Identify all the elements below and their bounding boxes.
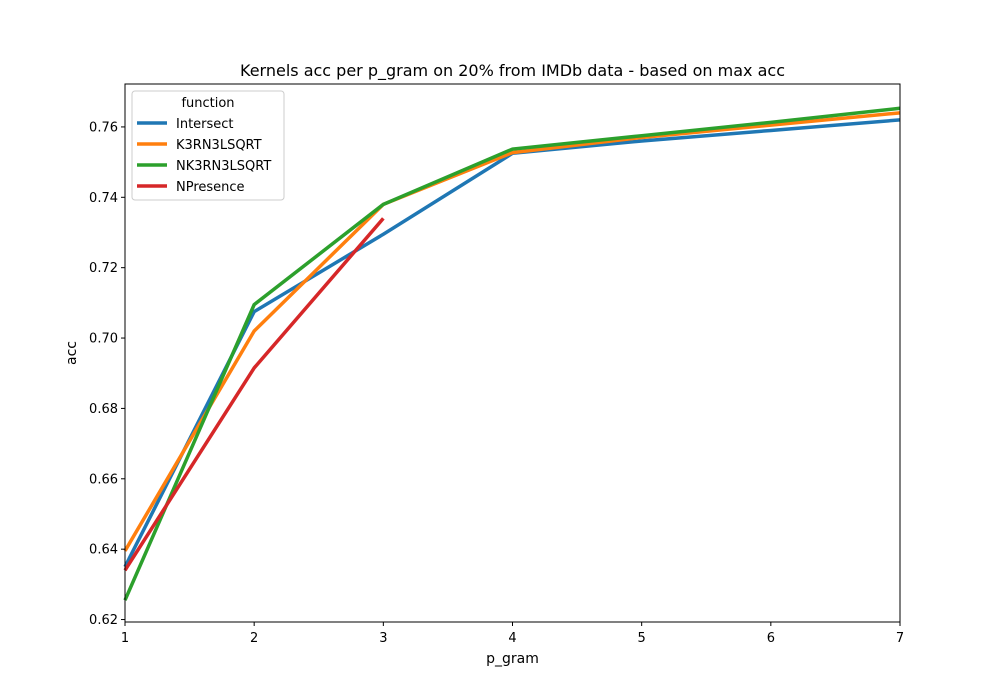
x-tick-label: 2 bbox=[250, 631, 258, 646]
y-tick-label: 0.72 bbox=[89, 261, 118, 276]
x-tick-label: 4 bbox=[508, 631, 516, 646]
legend: function Intersect K3RN3LSQRT NK3RN3LSQRT N… bbox=[131, 90, 285, 201]
chart-title: Kernels acc per p_gram on 20% from IMDb … bbox=[240, 61, 785, 81]
y-axis-label: acc bbox=[64, 341, 80, 365]
series-line-k3rn3lsqrt bbox=[123, 111, 901, 552]
y-tick-label: 0.62 bbox=[89, 613, 118, 628]
y-tick-label: 0.66 bbox=[89, 472, 118, 487]
y-tick-label: 0.70 bbox=[89, 332, 118, 347]
y-tick-label: 0.68 bbox=[89, 402, 118, 417]
legend-label-npresence: NPresence bbox=[176, 180, 245, 195]
plot-lines bbox=[123, 106, 901, 601]
x-axis: 1 2 3 4 5 6 7 bbox=[121, 622, 904, 646]
legend-label-nk3rn3lsqrt: NK3RN3LSQRT bbox=[176, 159, 271, 174]
y-tick-label: 0.76 bbox=[89, 120, 118, 135]
x-tick-label: 1 bbox=[121, 631, 129, 646]
x-tick-label: 5 bbox=[638, 631, 646, 646]
series-line-npresence bbox=[123, 217, 385, 572]
y-axis: 0.62 0.64 0.66 0.68 0.70 0.72 0.74 0.76 bbox=[89, 120, 125, 628]
x-tick-label: 7 bbox=[896, 631, 904, 646]
legend-box bbox=[131, 90, 285, 201]
x-axis-label: p_gram bbox=[486, 651, 539, 667]
series-line-nk3rn3lsqrt bbox=[123, 106, 901, 601]
legend-title: function bbox=[181, 96, 234, 111]
legend-items: Intersect K3RN3LSQRT NK3RN3LSQRT NPresence bbox=[137, 117, 271, 195]
y-tick-label: 0.74 bbox=[89, 191, 118, 206]
legend-label-k3rn3lsqrt: K3RN3LSQRT bbox=[176, 138, 262, 153]
x-tick-label: 3 bbox=[379, 631, 387, 646]
y-tick-label: 0.64 bbox=[89, 543, 118, 558]
legend-label-intersect: Intersect bbox=[176, 117, 234, 132]
x-tick-label: 6 bbox=[767, 631, 775, 646]
